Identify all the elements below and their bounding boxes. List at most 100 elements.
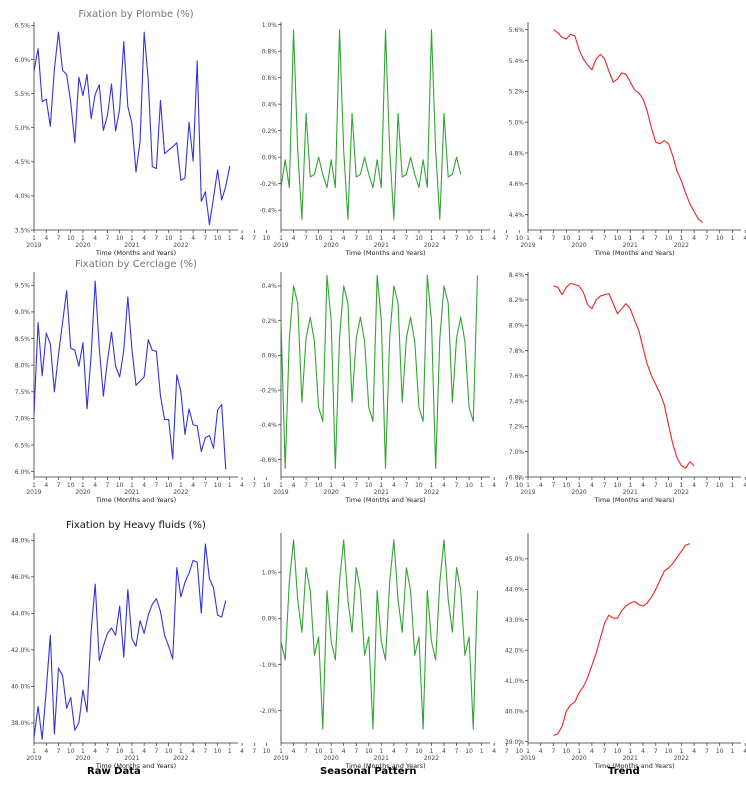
x-tick-label: 4 bbox=[590, 748, 594, 755]
x-tick-label: 1 bbox=[526, 482, 530, 489]
x-tick-label: 7 bbox=[455, 482, 459, 489]
x-tick-label: 1 bbox=[130, 482, 134, 489]
x-tick-label: 4 bbox=[191, 748, 195, 755]
x-tick-label: 7 bbox=[106, 235, 110, 242]
y-tick-label: 9.5% bbox=[15, 283, 31, 290]
x-tick-label: 1 bbox=[526, 235, 530, 242]
x-tick-label: 1 bbox=[32, 482, 36, 489]
x-tick-label: 10 bbox=[165, 748, 173, 755]
series-line-raw bbox=[33, 543, 227, 740]
x-axis-title: Time (Months and Years) bbox=[95, 762, 176, 770]
y-tick-label: -0.2% bbox=[260, 181, 278, 188]
x-year-label: 2019 bbox=[273, 242, 288, 249]
x-year-label: 2021 bbox=[374, 755, 389, 762]
y-tick-label: 1.0% bbox=[262, 570, 278, 577]
x-tick-label: 7 bbox=[154, 482, 158, 489]
x-tick-label: 10 bbox=[67, 482, 75, 489]
y-tick-label: -0.4% bbox=[260, 422, 278, 429]
x-axis-title: Time (Months and Years) bbox=[95, 496, 176, 504]
x-tick-label: 10 bbox=[665, 748, 673, 755]
x-tick-label: 7 bbox=[252, 482, 256, 489]
x-tick-label: 10 bbox=[214, 235, 222, 242]
x-year-label: 2022 bbox=[173, 489, 188, 496]
x-tick-label: 10 bbox=[116, 235, 124, 242]
series-line-seasonal bbox=[280, 539, 479, 730]
y-tick-label: 7.0% bbox=[15, 416, 31, 423]
x-tick-label: 1 bbox=[279, 235, 283, 242]
x-tick-label: 1 bbox=[81, 482, 85, 489]
series-line-raw bbox=[33, 280, 227, 470]
x-tick-label: 7 bbox=[57, 748, 61, 755]
x-tick-label: 4 bbox=[692, 748, 696, 755]
x-tick-label: 4 bbox=[240, 748, 244, 755]
x-tick-label: 7 bbox=[705, 748, 709, 755]
x-tick-label: 7 bbox=[404, 235, 408, 242]
x-tick-label: 1 bbox=[577, 235, 581, 242]
x-tick-label: 10 bbox=[67, 748, 75, 755]
x-tick-label: 10 bbox=[716, 235, 724, 242]
x-year-label: 2022 bbox=[173, 755, 188, 762]
series-line-trend bbox=[553, 282, 695, 469]
x-tick-label: 7 bbox=[203, 748, 207, 755]
y-tick-label: 48.0% bbox=[11, 538, 30, 545]
x-tick-label: 7 bbox=[354, 482, 358, 489]
x-tick-label: 10 bbox=[214, 482, 222, 489]
x-tick-label: 7 bbox=[654, 748, 658, 755]
series-line-seasonal bbox=[280, 29, 462, 220]
x-axis-title: Time (Months and Years) bbox=[344, 249, 425, 257]
x-tick-label: 1 bbox=[577, 748, 581, 755]
x-tick-label: 7 bbox=[106, 482, 110, 489]
x-year-label: 2022 bbox=[674, 489, 689, 496]
x-tick-label: 4 bbox=[142, 235, 146, 242]
chart-title: Fixation by Plombe (%) bbox=[78, 9, 193, 20]
x-tick-label: 1 bbox=[130, 748, 134, 755]
x-tick-label: 7 bbox=[404, 748, 408, 755]
x-tick-label: 1 bbox=[329, 748, 333, 755]
y-tick-label: 42.0% bbox=[11, 647, 30, 654]
x-tick-label: 4 bbox=[743, 748, 746, 755]
x-tick-label: 7 bbox=[354, 748, 358, 755]
x-year-label: 2020 bbox=[324, 242, 339, 249]
x-tick-label: 7 bbox=[354, 235, 358, 242]
y-tick-label: 7.5% bbox=[15, 389, 31, 396]
x-year-label: 2020 bbox=[571, 755, 586, 762]
x-tick-label: 10 bbox=[165, 235, 173, 242]
x-tick-label: 7 bbox=[154, 235, 158, 242]
x-tick-label: 1 bbox=[179, 235, 183, 242]
x-tick-label: 7 bbox=[304, 748, 308, 755]
x-tick-label: 4 bbox=[539, 482, 543, 489]
x-tick-label: 4 bbox=[240, 482, 244, 489]
x-tick-label: 10 bbox=[165, 482, 173, 489]
x-tick-label: 4 bbox=[492, 482, 496, 489]
y-tick-label: 7.8% bbox=[509, 348, 525, 355]
x-tick-label: 4 bbox=[292, 748, 296, 755]
x-tick-label: 7 bbox=[252, 235, 256, 242]
x-axis-title: Time (Months and Years) bbox=[95, 249, 176, 257]
x-axis-title: Time (Months and Years) bbox=[593, 496, 674, 504]
x-tick-label: 1 bbox=[279, 482, 283, 489]
x-year-label: 2019 bbox=[26, 489, 41, 496]
x-year-label: 2019 bbox=[26, 755, 41, 762]
x-tick-label: 10 bbox=[515, 235, 523, 242]
series-line-trend bbox=[553, 29, 703, 223]
y-tick-label: 43.0% bbox=[505, 617, 524, 624]
x-tick-label: 10 bbox=[614, 235, 622, 242]
x-year-label: 2021 bbox=[374, 489, 389, 496]
y-tick-label: 44.0% bbox=[505, 587, 524, 594]
y-tick-label: 0.6% bbox=[262, 75, 278, 82]
x-tick-label: 10 bbox=[515, 482, 523, 489]
x-year-label: 2022 bbox=[674, 755, 689, 762]
x-tick-label: 1 bbox=[526, 748, 530, 755]
x-tick-label: 10 bbox=[263, 748, 271, 755]
x-year-label: 2022 bbox=[424, 755, 439, 762]
y-tick-label: 0.8% bbox=[262, 48, 278, 55]
x-tick-label: 1 bbox=[32, 748, 36, 755]
x-year-label: 2020 bbox=[324, 755, 339, 762]
series-line-seasonal bbox=[280, 274, 479, 469]
x-tick-label: 10 bbox=[365, 235, 373, 242]
x-tick-label: 7 bbox=[552, 235, 556, 242]
y-tick-label: 6.5% bbox=[15, 442, 31, 449]
y-tick-label: 8.5% bbox=[15, 336, 31, 343]
x-tick-label: 4 bbox=[492, 235, 496, 242]
x-tick-label: 4 bbox=[191, 235, 195, 242]
